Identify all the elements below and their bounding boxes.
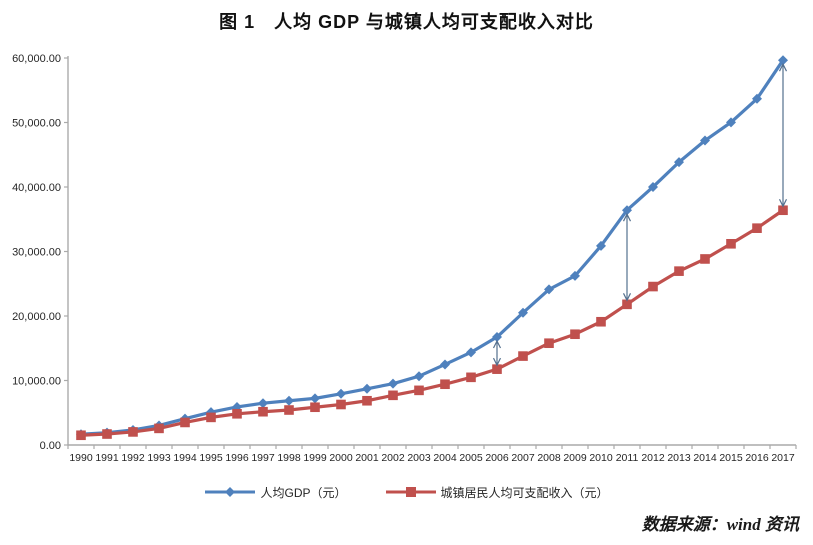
svg-text:2014: 2014 xyxy=(693,452,717,464)
income-line-square-icon xyxy=(385,487,436,497)
svg-text:1993: 1993 xyxy=(147,452,171,464)
svg-text:2001: 2001 xyxy=(355,452,379,464)
svg-text:1991: 1991 xyxy=(95,452,119,464)
svg-text:1990: 1990 xyxy=(69,452,93,464)
svg-text:2009: 2009 xyxy=(563,452,587,464)
svg-text:2000: 2000 xyxy=(329,452,353,464)
svg-text:2017: 2017 xyxy=(771,452,795,464)
svg-text:2002: 2002 xyxy=(381,452,405,464)
chart-legend: 人均GDP（元） 城镇居民人均可支配收入（元） xyxy=(0,481,813,503)
svg-text:2011: 2011 xyxy=(616,452,639,464)
data-source-note: 数据来源：wind 资讯 xyxy=(641,515,799,534)
legend-item-income: 城镇居民人均可支配收入（元） xyxy=(385,484,609,501)
svg-text:2013: 2013 xyxy=(667,452,691,464)
svg-text:1995: 1995 xyxy=(199,452,223,464)
legend-item-gdp: 人均GDP（元） xyxy=(204,484,347,501)
svg-text:20,000.00: 20,000.00 xyxy=(12,311,61,323)
svg-text:0.00: 0.00 xyxy=(40,440,61,452)
svg-text:60,000.00: 60,000.00 xyxy=(12,53,61,65)
svg-text:10,000.00: 10,000.00 xyxy=(12,376,61,388)
svg-text:2008: 2008 xyxy=(537,452,561,464)
svg-text:2006: 2006 xyxy=(485,452,509,464)
svg-text:2010: 2010 xyxy=(589,452,613,464)
svg-text:2016: 2016 xyxy=(745,452,769,464)
svg-text:1992: 1992 xyxy=(121,452,145,464)
svg-text:50,000.00: 50,000.00 xyxy=(12,118,61,130)
svg-text:2007: 2007 xyxy=(511,452,535,464)
svg-text:1999: 1999 xyxy=(303,452,327,464)
svg-text:2004: 2004 xyxy=(433,452,457,464)
legend-label-gdp: 人均GDP（元） xyxy=(260,485,347,500)
svg-text:2015: 2015 xyxy=(719,452,743,464)
svg-text:2003: 2003 xyxy=(407,452,431,464)
chart-title: 图 1 人均 GDP 与城镇人均可支配收入对比 xyxy=(219,12,594,32)
svg-text:2005: 2005 xyxy=(459,452,483,464)
svg-text:1996: 1996 xyxy=(225,452,249,464)
svg-text:1997: 1997 xyxy=(251,452,275,464)
svg-text:2012: 2012 xyxy=(641,452,665,464)
svg-text:40,000.00: 40,000.00 xyxy=(12,182,61,194)
gdp-line-diamond-icon xyxy=(205,487,256,497)
svg-text:1998: 1998 xyxy=(277,452,301,464)
svg-text:1994: 1994 xyxy=(173,452,197,464)
legend-label-income: 城镇居民人均可支配收入（元） xyxy=(440,485,609,500)
svg-text:30,000.00: 30,000.00 xyxy=(12,247,61,259)
